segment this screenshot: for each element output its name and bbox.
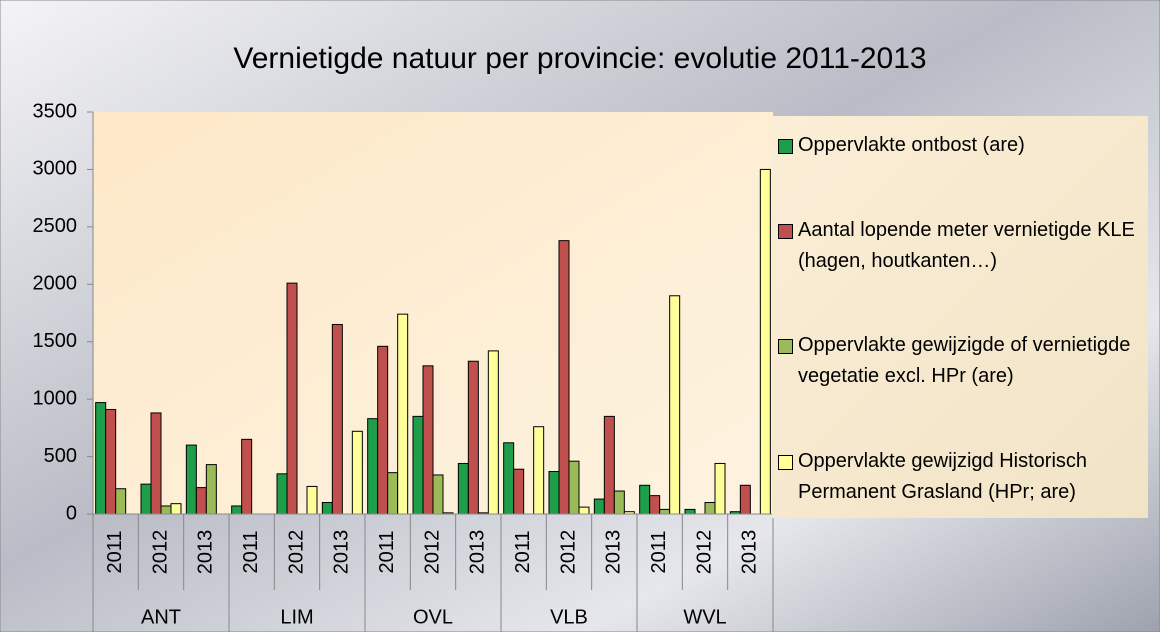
bar [306, 485, 318, 515]
legend-entry: Oppervlakte gewijzigd Historisch Permane… [778, 446, 1144, 508]
legend: Oppervlakte ontbost (are) Aantal lopende … [772, 116, 1148, 518]
bar [115, 488, 127, 515]
bar [487, 350, 499, 515]
bar [467, 360, 479, 515]
bar [105, 408, 117, 515]
group-label: ANT [141, 606, 181, 628]
bar [387, 472, 399, 515]
bar [457, 462, 469, 515]
bar [684, 508, 696, 515]
bar [397, 313, 409, 515]
bar [639, 484, 651, 515]
bar [714, 462, 726, 515]
bar [578, 506, 590, 515]
bar [593, 498, 605, 515]
x-tick-label: 2012 [421, 530, 443, 575]
x-tick-label: 2013 [739, 530, 761, 575]
bar [568, 460, 580, 515]
bar [321, 502, 333, 515]
bar [558, 240, 570, 515]
x-tick-label: 2011 [240, 530, 262, 573]
legend-entry: Oppervlakte gewijzigde of vernietigde ve… [778, 330, 1144, 392]
legend-label: Oppervlakte gewijzigd Historisch Permane… [798, 449, 1088, 503]
x-tick-label: 2012 [693, 530, 715, 575]
legend-entry: Oppervlakte ontbost (are) [778, 130, 1144, 161]
bar [513, 468, 525, 515]
x-tick-label: 2013 [467, 530, 489, 575]
bar [412, 415, 424, 515]
bar [205, 464, 217, 515]
x-tick-label: 2013 [195, 530, 217, 575]
legend-label: Oppervlakte gewijzigde of vernietigde ve… [798, 334, 1131, 388]
legend-label: Oppervlakte ontbost (are) [798, 134, 1025, 156]
x-tick-label: 2012 [149, 530, 171, 575]
y-tick-label: 3000 [33, 158, 78, 180]
bar [150, 412, 162, 515]
bar [377, 345, 389, 515]
x-tick-label: 2011 [648, 530, 670, 573]
chart-title: Vernietigde natuur per provincie: evolut… [233, 42, 926, 75]
y-tick-label: 0 [66, 502, 77, 524]
legend-swatch [778, 339, 793, 355]
group-label: WVL [683, 606, 726, 628]
group-label: OVL [413, 606, 453, 628]
group-label: VLB [550, 606, 588, 628]
legend-swatch [778, 454, 793, 470]
bar [669, 295, 681, 515]
x-tick-label: 2013 [603, 530, 625, 575]
legend-swatch [778, 223, 793, 239]
bar [331, 323, 343, 515]
bar [533, 426, 545, 515]
y-tick-label: 500 [44, 445, 77, 467]
bar [276, 473, 288, 515]
bar [603, 415, 615, 515]
bar [548, 471, 560, 515]
x-tick-label: 2012 [285, 530, 307, 575]
bar [759, 168, 771, 515]
bar [160, 505, 172, 515]
bar [286, 282, 298, 515]
x-tick-label: 2011 [512, 530, 534, 573]
bar [422, 365, 434, 515]
x-tick-label: 2012 [557, 530, 579, 575]
bar [140, 483, 152, 515]
group-label: LIM [280, 606, 313, 628]
y-tick-label: 2000 [33, 273, 78, 295]
y-tick-label: 3500 [33, 100, 78, 122]
legend-swatch [778, 139, 793, 154]
bar [170, 503, 182, 515]
bar [432, 474, 444, 515]
bar [649, 495, 661, 515]
legend-label: Aantal lopende meter vernietigde KLE (ha… [798, 218, 1135, 272]
bar [367, 418, 379, 515]
x-tick-label: 2013 [331, 530, 353, 575]
y-tick-label: 1000 [33, 387, 78, 409]
y-tick-label: 2500 [33, 215, 78, 237]
legend-entry: Aantal lopende meter vernietigde KLE (ha… [778, 215, 1144, 277]
bar [613, 490, 625, 515]
x-tick-label: 2011 [376, 530, 398, 573]
bar [351, 430, 363, 515]
bar [503, 442, 515, 515]
bar [739, 484, 751, 515]
bar [704, 502, 716, 515]
bar [241, 438, 253, 515]
bar [195, 487, 207, 515]
y-tick-label: 1500 [33, 330, 78, 352]
x-tick-label: 2011 [104, 530, 126, 573]
bar [95, 402, 107, 515]
bar [231, 505, 243, 515]
bar [659, 508, 671, 515]
bar [185, 444, 197, 515]
